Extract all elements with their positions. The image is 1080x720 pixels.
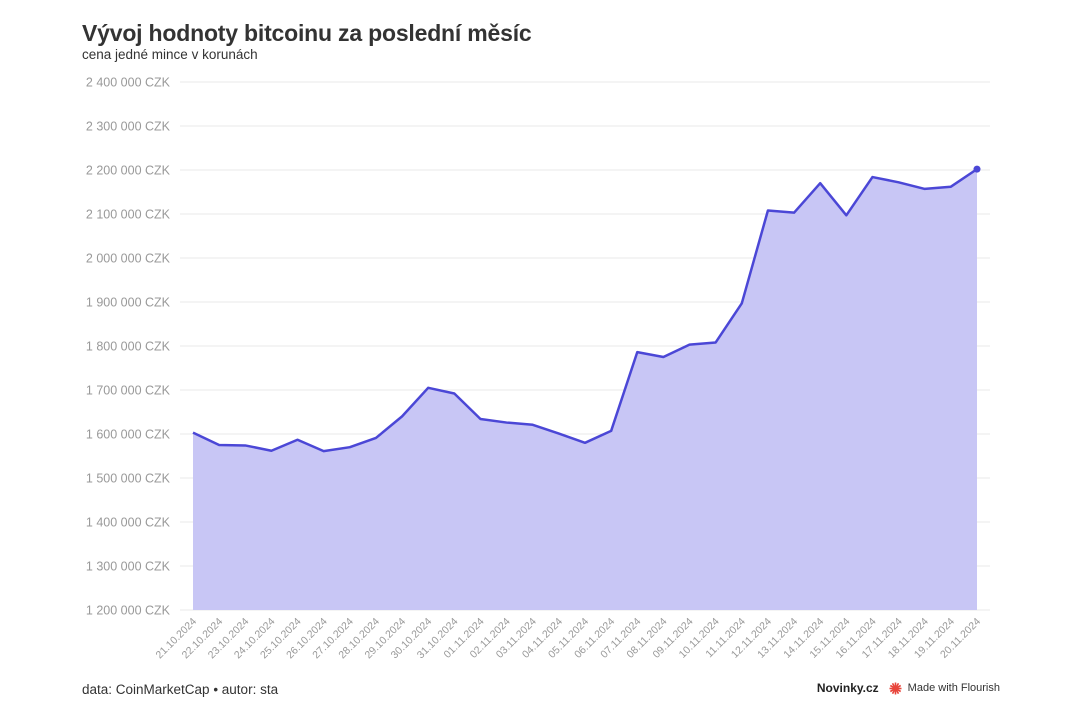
chart-title: Vývoj hodnoty bitcoinu za poslední měsíc: [82, 20, 532, 46]
y-tick-label: 1 600 000 CZK: [86, 428, 171, 442]
y-axis: 1 200 000 CZK 1 300 000 CZK 1 400 000 CZK 1…: [86, 76, 171, 618]
y-tick-label: 2 100 000 CZK: [86, 208, 171, 222]
footer-branding: Novinky.cz Made with Flourish: [817, 681, 1000, 695]
y-tick-label: 1 200 000 CZK: [86, 604, 171, 618]
y-tick-label: 1 500 000 CZK: [86, 472, 171, 486]
y-tick-label: 1 800 000 CZK: [86, 340, 171, 354]
y-tick-label: 1 300 000 CZK: [86, 560, 171, 574]
brand-logo[interactable]: Novinky.cz: [816, 681, 879, 695]
y-tick-label: 2 000 000 CZK: [86, 252, 171, 266]
y-tick-label: 2 300 000 CZK: [86, 120, 171, 134]
y-tick-label: 1 700 000 CZK: [86, 384, 171, 398]
y-tick-label: 1 400 000 CZK: [86, 516, 171, 530]
y-tick-label: 2 400 000 CZK: [86, 76, 171, 90]
y-tick-label: 2 200 000 CZK: [86, 164, 171, 178]
flourish-icon: [889, 682, 902, 694]
flourish-credit[interactable]: Made with Flourish: [907, 682, 1000, 694]
x-axis: 21.10.202422.10.202423.10.202424.10.2024…: [153, 616, 983, 662]
data-point[interactable]: [973, 165, 981, 173]
series-line: [192, 168, 978, 453]
y-tick-label: 1 900 000 CZK: [86, 296, 171, 310]
area-fill: [193, 169, 977, 610]
source-credit: data: CoinMarketCap • autor: sta: [82, 682, 279, 697]
data-points: [973, 165, 981, 173]
chart-subtitle: cena jedné mince v korunách: [82, 47, 258, 62]
